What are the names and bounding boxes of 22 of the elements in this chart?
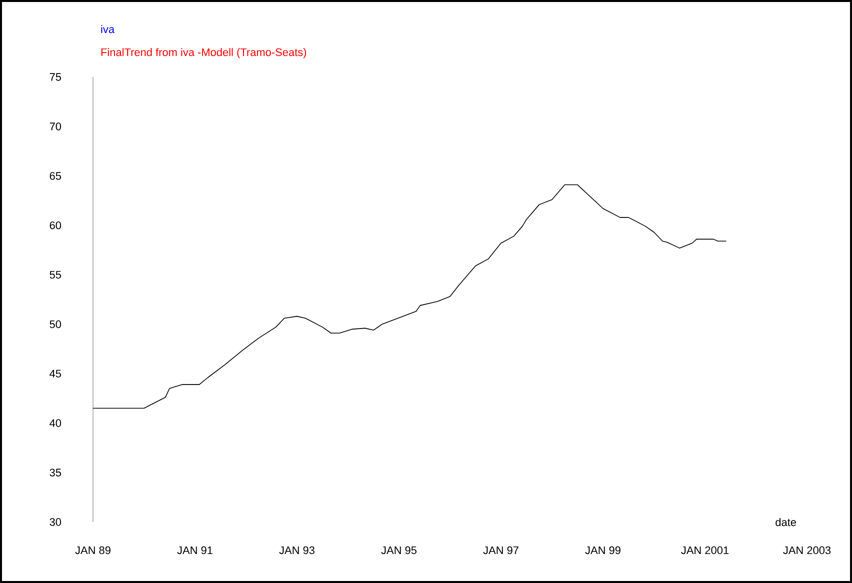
x-tick-label: JAN 89 [75, 546, 110, 554]
chart-subtitle: FinalTrend from iva -Modell (Tramo-Seats) [101, 48, 306, 58]
y-tick-label: 35 [50, 468, 62, 476]
y-tick-label: 70 [50, 122, 62, 130]
y-tick-label: 65 [50, 172, 62, 180]
x-tick-label: JAN 99 [585, 546, 620, 554]
x-tick-label: JAN 97 [483, 546, 518, 554]
y-tick-label: 40 [50, 419, 62, 427]
x-tick-label: JAN 2003 [783, 546, 831, 554]
y-tick-label: 45 [50, 370, 62, 378]
y-tick-label: 55 [50, 270, 62, 279]
y-tick-label: 50 [50, 320, 62, 328]
x-tick-label: JAN 2001 [681, 546, 729, 554]
x-axis-title: date [776, 518, 796, 526]
line-series [92, 184, 727, 409]
x-tick-label: JAN 95 [381, 546, 416, 554]
chart-title: iva [101, 25, 115, 34]
x-tick-label: JAN 93 [279, 546, 314, 554]
y-tick-label: 30 [50, 518, 62, 526]
y-tick-label: 60 [50, 221, 62, 230]
x-tick-label: JAN 91 [177, 546, 212, 554]
y-tick-label: 75 [50, 73, 62, 81]
